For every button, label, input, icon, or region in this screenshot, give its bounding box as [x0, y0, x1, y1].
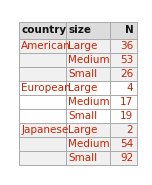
Bar	[110, 109, 137, 123]
Bar	[66, 151, 110, 165]
Bar	[110, 39, 137, 53]
Bar	[110, 67, 137, 81]
Text: Japanese: Japanese	[21, 125, 69, 135]
Text: size: size	[68, 25, 92, 35]
Text: Large: Large	[68, 41, 98, 51]
Text: Small: Small	[68, 111, 98, 121]
Text: 54: 54	[120, 139, 133, 149]
Bar	[19, 67, 66, 81]
Bar	[66, 81, 110, 95]
Bar	[66, 137, 110, 151]
Bar	[110, 22, 137, 39]
Text: Small: Small	[68, 153, 98, 163]
Text: country: country	[21, 25, 66, 35]
Bar	[66, 123, 110, 137]
Bar	[19, 151, 66, 165]
Text: European: European	[21, 83, 71, 93]
Text: 26: 26	[120, 69, 133, 79]
Text: Large: Large	[68, 83, 98, 93]
Text: Medium: Medium	[68, 139, 110, 149]
Bar	[19, 81, 66, 95]
Bar	[110, 123, 137, 137]
Bar	[19, 123, 66, 137]
Text: Large: Large	[68, 125, 98, 135]
Text: 2: 2	[127, 125, 133, 135]
Text: Medium: Medium	[68, 55, 110, 65]
Bar	[66, 22, 110, 39]
Text: Small: Small	[68, 69, 98, 79]
Text: 19: 19	[120, 111, 133, 121]
Bar	[19, 53, 66, 67]
Text: 36: 36	[120, 41, 133, 51]
Bar	[19, 109, 66, 123]
Bar	[110, 95, 137, 109]
Text: N: N	[124, 25, 133, 35]
Bar	[110, 53, 137, 67]
Bar	[66, 109, 110, 123]
Text: 92: 92	[120, 153, 133, 163]
Bar	[19, 95, 66, 109]
Text: American: American	[21, 41, 71, 51]
Bar	[66, 39, 110, 53]
Bar	[19, 22, 66, 39]
Bar	[19, 39, 66, 53]
Bar	[110, 81, 137, 95]
Bar	[66, 67, 110, 81]
Text: 4: 4	[127, 83, 133, 93]
Text: 53: 53	[120, 55, 133, 65]
Bar	[110, 151, 137, 165]
Text: Medium: Medium	[68, 97, 110, 107]
Bar	[110, 137, 137, 151]
Bar	[66, 95, 110, 109]
Bar	[66, 53, 110, 67]
Bar	[19, 137, 66, 151]
Text: 17: 17	[120, 97, 133, 107]
